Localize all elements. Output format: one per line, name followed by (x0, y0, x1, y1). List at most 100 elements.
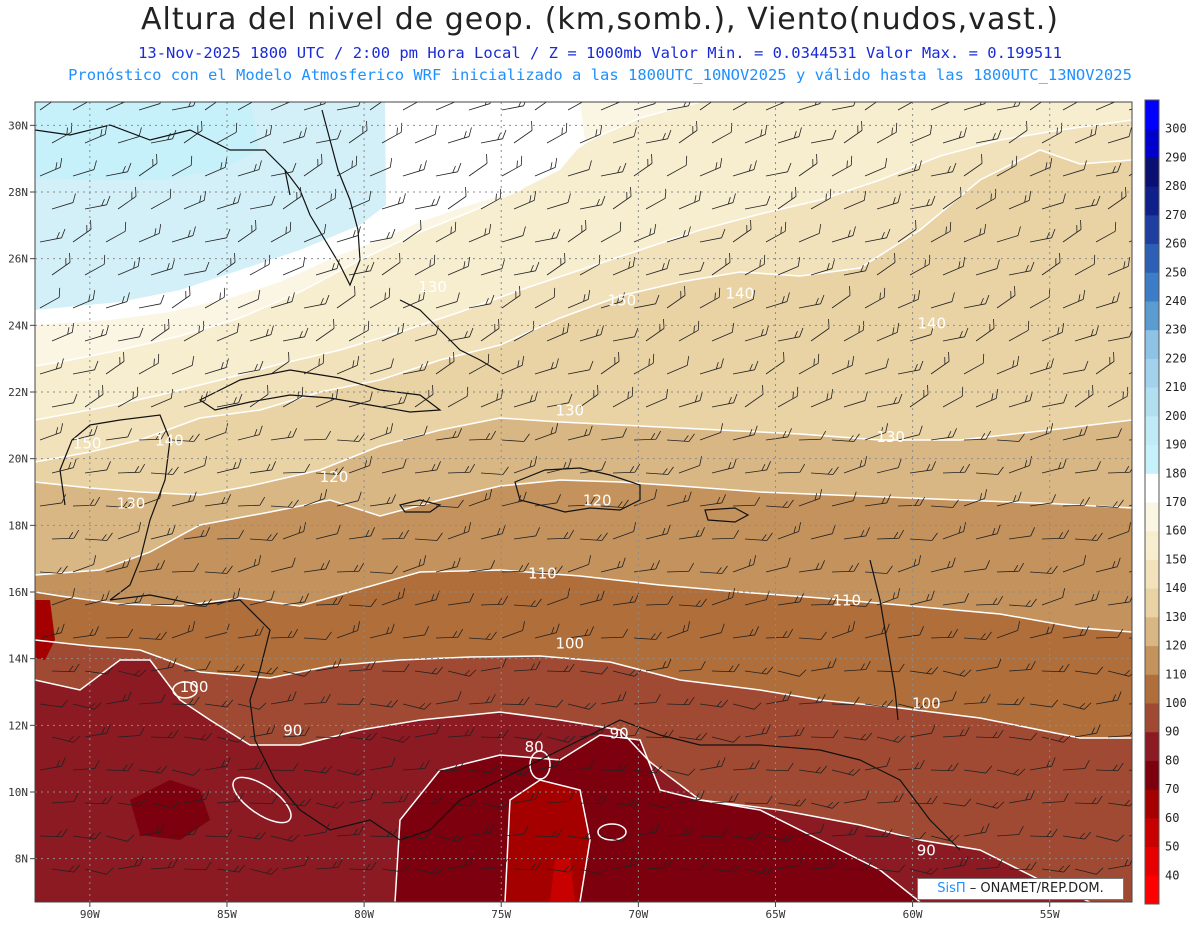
wind-barb (39, 699, 69, 708)
wind-barb (348, 732, 378, 741)
colorbar-swatch (1145, 645, 1159, 675)
wind-barb (369, 757, 396, 771)
wind-barb (699, 565, 728, 574)
wind-barb (897, 219, 917, 243)
contour-loop-90-northwest (172, 681, 198, 699)
wind-barb (567, 102, 588, 111)
wind-barb (315, 129, 342, 144)
wind-barb (150, 858, 178, 870)
wind-barb (237, 626, 264, 639)
wind-barb (810, 595, 839, 606)
wind-barb (600, 162, 627, 177)
wind-barb (39, 423, 64, 441)
wind-barb (699, 358, 724, 375)
wind-barb (843, 391, 868, 408)
wind-barb (51, 864, 81, 873)
wind-barb (1062, 555, 1087, 573)
wind-barb (831, 825, 859, 837)
contour-labels: 150 140 130 120 130 130 150 140 140 130 120 110 110 1… (73, 278, 946, 859)
wind-barb (1095, 762, 1124, 772)
wind-barb (798, 430, 827, 441)
wind-barb (414, 325, 439, 342)
wind-barb (1107, 856, 1132, 870)
wind-barb (711, 458, 737, 474)
wind-barb (171, 102, 198, 111)
wind-barb (315, 466, 344, 475)
wind-barb (567, 555, 592, 573)
wind-barb (744, 461, 771, 474)
wind-barb (975, 259, 1000, 276)
wind-barb (1062, 496, 1091, 507)
coast-puerto-rico (704, 507, 750, 523)
wind-barb (204, 228, 231, 243)
colorbar-swatch (1145, 387, 1159, 417)
wind-barb (843, 527, 870, 540)
wind-barb (909, 590, 935, 606)
wind-barb (1074, 867, 1104, 875)
wind-barb (633, 353, 655, 375)
wind-barb (711, 323, 735, 342)
x-tick-label: 70W (628, 908, 648, 921)
wind-barb (843, 191, 867, 210)
wind-barb (303, 224, 327, 243)
wind-barb (171, 621, 196, 639)
wind-barb (402, 555, 427, 573)
colorbar-label: 90 (1165, 725, 1179, 739)
wind-barb (909, 795, 938, 805)
colorbar-label: 170 (1165, 495, 1187, 509)
wind-barb (930, 834, 960, 842)
wind-barb (765, 428, 792, 441)
wind-barb (930, 162, 957, 177)
wind-barb (282, 798, 312, 807)
wind-barb (546, 663, 575, 673)
wind-barb (435, 292, 460, 309)
wind-barb (117, 186, 137, 210)
wind-barb (1029, 102, 1049, 111)
wind-barb (732, 496, 761, 507)
wind-barb (909, 461, 936, 474)
wind-barb (204, 699, 234, 708)
contour-label: 140 (726, 285, 755, 303)
wind-barb (765, 557, 791, 573)
wind-barb (447, 522, 472, 540)
wind-barb (996, 356, 1020, 375)
wind-barb (744, 867, 774, 875)
wind-barb (777, 856, 804, 870)
map-area: 150 140 130 120 130 130 150 140 140 130 120 110 110 1… (35, 102, 1132, 902)
wind-barb (1095, 557, 1121, 573)
wind-barb (39, 228, 66, 243)
wind-barb (864, 699, 894, 708)
wind-barb (600, 762, 629, 772)
wind-barb (369, 228, 396, 243)
wind-barb (1029, 158, 1053, 177)
wind-barb (612, 127, 637, 144)
wind-barb (171, 226, 196, 243)
wind-barb (282, 127, 307, 144)
wind-barb (1107, 186, 1127, 210)
wind-barb (270, 351, 290, 375)
wind-barb (171, 825, 199, 837)
colorbar-swatch (1145, 502, 1159, 532)
wind-barb (138, 693, 166, 705)
wind-barb (831, 621, 856, 639)
wind-barb (501, 102, 528, 111)
colorbar-label: 50 (1165, 840, 1179, 854)
wind-barb (843, 861, 872, 871)
wind-barb (645, 129, 672, 144)
wind-barb (1074, 195, 1101, 210)
wind-barb (1062, 831, 1092, 840)
wind-barb (150, 129, 177, 144)
wind-barb (678, 527, 705, 540)
wind-barb (480, 658, 507, 672)
wind-barb (1095, 221, 1117, 243)
wind-barb (777, 522, 802, 540)
colorbar-label: 230 (1165, 323, 1187, 337)
wind-barb (645, 658, 672, 672)
colorbar-label: 60 (1165, 811, 1179, 825)
wind-barb (711, 663, 740, 673)
contour-label: 110 (528, 565, 557, 583)
wind-barb (666, 155, 688, 177)
wind-barb (369, 423, 394, 441)
wind-barb (765, 499, 794, 508)
